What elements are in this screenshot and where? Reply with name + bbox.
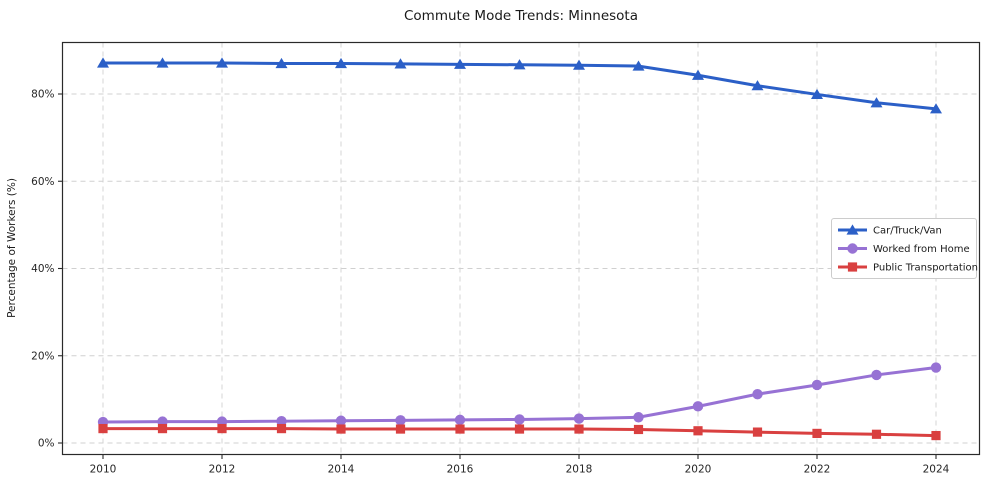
axis-ticks: 2010 2012 2014 2016 2018 2020 2022 2024 0% 20% 40%… — [31, 89, 950, 476]
marker-triangle — [216, 57, 228, 68]
legend-item-worked-from-home: Worked from Home — [838, 243, 970, 255]
x-tick-label: 2022 — [804, 464, 831, 476]
marker-circle — [335, 415, 347, 426]
y-tick-label: 40% — [31, 263, 54, 275]
marker-square — [931, 430, 941, 441]
marker-triangle — [751, 80, 764, 91]
marker-triangle — [275, 57, 288, 69]
marker-square — [871, 429, 882, 439]
marker-circle — [752, 388, 763, 400]
marker-triangle — [692, 69, 704, 80]
series-public-transportation — [98, 424, 941, 441]
series-worked-from-home — [97, 362, 942, 428]
marker-square — [217, 424, 227, 434]
marker-circle — [692, 401, 704, 412]
marker-square — [847, 262, 858, 272]
marker-circle — [847, 243, 858, 254]
marker-square — [157, 424, 168, 434]
x-tick-label: 2012 — [209, 464, 236, 476]
marker-circle — [395, 415, 406, 426]
legend: Car/Truck/Van Worked from Home Public Tran… — [831, 218, 978, 279]
marker-circle — [930, 362, 942, 373]
legend-item-public-transportation: Public Transportation — [838, 262, 978, 274]
marker-square — [693, 426, 703, 436]
marker-triangle — [394, 58, 407, 69]
marker-square — [574, 424, 584, 434]
data-series — [97, 57, 942, 441]
legend-item-label: Worked from Home — [873, 244, 970, 255]
marker-square — [752, 427, 763, 437]
marker-triangle — [513, 59, 526, 70]
series-line-car-truck-van — [101, 61, 938, 111]
marker-square — [633, 424, 644, 435]
marker-square — [336, 424, 346, 434]
legend-item-car-truck-van: Car/Truck/Van — [838, 224, 942, 237]
marker-triangle — [97, 57, 109, 68]
marker-triangle — [454, 58, 466, 69]
marker-square — [276, 424, 287, 434]
marker-triangle — [811, 88, 823, 100]
series-line-worked-from-home — [101, 366, 938, 424]
marker-square — [514, 424, 525, 434]
x-tick-label: 2016 — [447, 464, 474, 476]
x-tick-label: 2024 — [923, 464, 950, 476]
chart-title: Commute Mode Trends: Minnesota — [404, 8, 638, 24]
marker-circle — [811, 379, 823, 391]
marker-triangle — [870, 97, 883, 108]
legend-box — [831, 218, 977, 279]
series-car-truck-van — [97, 57, 942, 114]
marker-triangle — [573, 59, 585, 70]
x-tick-label: 2014 — [328, 464, 355, 476]
x-tick-label: 2020 — [685, 464, 712, 476]
marker-triangle — [156, 57, 169, 68]
marker-circle — [454, 414, 466, 426]
marker-circle — [573, 413, 585, 424]
legend-item-label: Car/Truck/Van — [873, 226, 942, 237]
y-tick-label: 80% — [31, 89, 54, 101]
marker-square — [395, 424, 406, 434]
plot-border — [61, 41, 981, 456]
y-axis-label: Percentage of Workers (%) — [6, 178, 18, 318]
marker-square — [455, 424, 465, 434]
marker-triangle — [632, 60, 645, 71]
marker-triangle — [335, 57, 347, 69]
x-tick-label: 2018 — [566, 464, 593, 476]
y-tick-label: 20% — [31, 350, 54, 362]
legend-item-label: Public Transportation — [873, 263, 978, 274]
x-tick-label: 2010 — [90, 464, 117, 476]
marker-circle — [871, 369, 882, 381]
y-tick-label: 60% — [31, 176, 54, 188]
marker-square — [812, 428, 822, 439]
marker-circle — [514, 414, 525, 425]
marker-square — [98, 424, 108, 434]
marker-triangle — [846, 224, 859, 235]
y-tick-label: 0% — [38, 438, 55, 450]
marker-triangle — [930, 103, 942, 114]
marker-circle — [633, 412, 644, 423]
marker-circle — [276, 415, 287, 427]
